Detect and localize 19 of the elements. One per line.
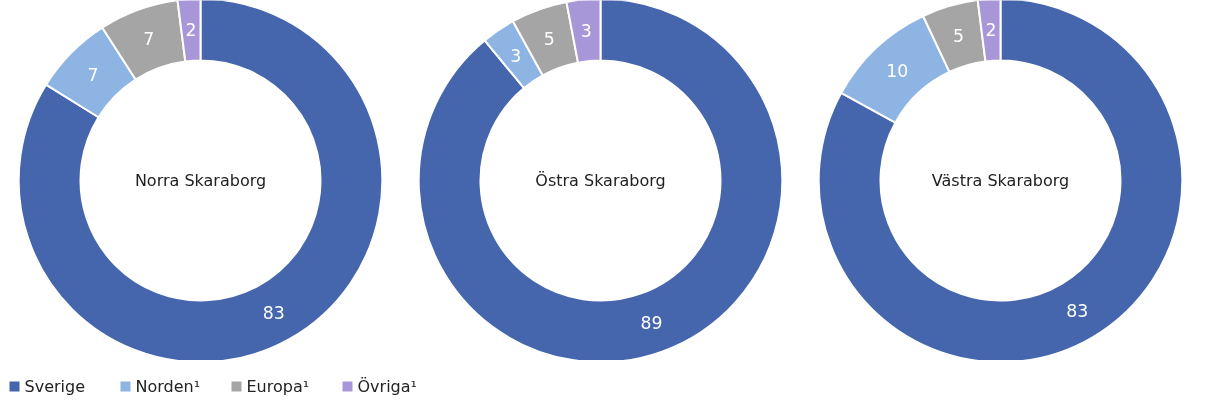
data-label: 2	[985, 20, 997, 41]
legend-label: Sverige	[24, 377, 85, 396]
legend-label: Övriga¹	[357, 377, 417, 396]
legend-label: Norden¹	[135, 377, 201, 396]
data-label: 83	[1066, 300, 1089, 321]
data-label: 89	[640, 312, 663, 333]
data-label: 10	[886, 60, 909, 81]
text: Västra Skaraborg	[931, 171, 1070, 190]
data-label: 7	[143, 29, 155, 50]
data-label: 7	[87, 65, 99, 86]
text: Norra Skaraborg	[134, 171, 267, 190]
data-label: 3	[510, 46, 522, 67]
data-label: 3	[580, 20, 592, 41]
data-label: 5	[952, 26, 964, 47]
data-label: 5	[543, 29, 555, 50]
data-label: 83	[262, 302, 285, 323]
data-label: 2	[185, 20, 197, 41]
legend-label: Europa¹	[246, 377, 310, 396]
text: Östra Skaraborg	[535, 171, 666, 190]
